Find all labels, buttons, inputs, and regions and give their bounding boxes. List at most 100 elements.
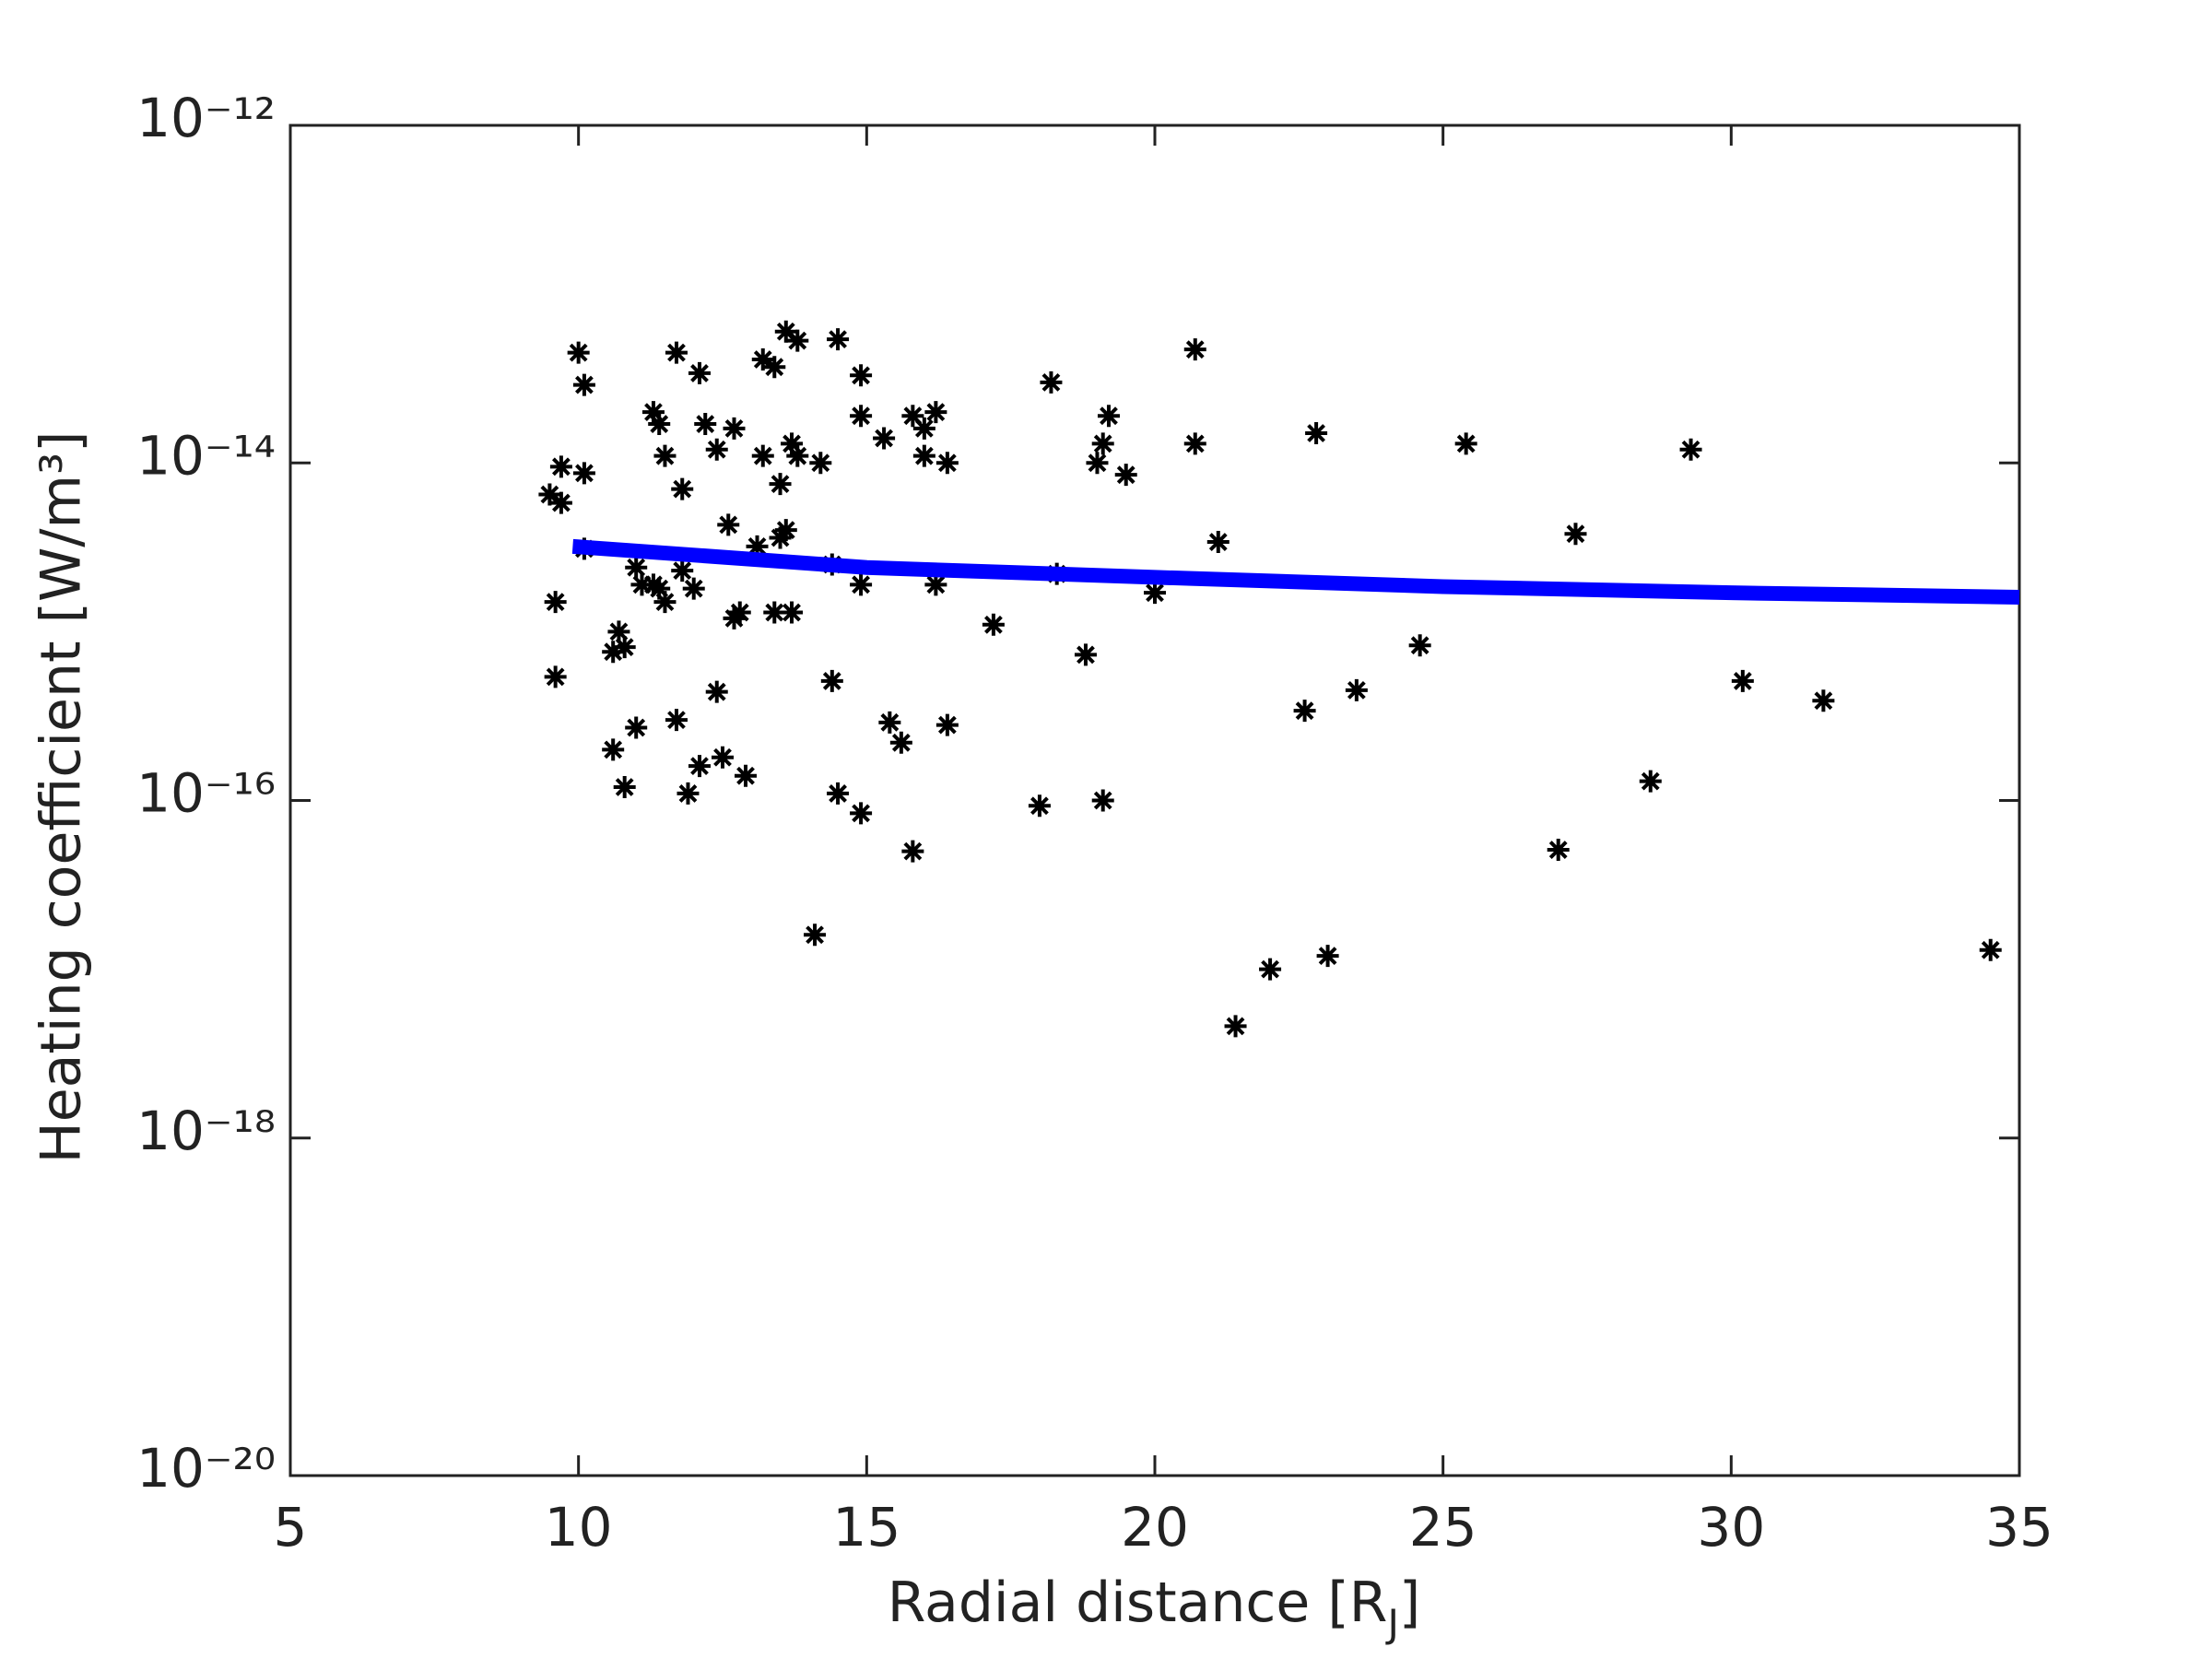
asterisk-marker: [1731, 669, 1754, 692]
asterisk-marker: [1074, 643, 1097, 666]
asterisk-marker: [878, 711, 901, 734]
asterisk-marker: [1679, 438, 1702, 461]
asterisk-marker: [1183, 338, 1206, 361]
asterisk-marker: [781, 432, 804, 455]
asterisk-marker: [924, 573, 947, 596]
asterisk-marker: [901, 840, 924, 863]
x-tick-label: 10: [545, 1496, 613, 1559]
asterisk-marker: [717, 513, 740, 536]
x-axis-label-end: ]: [1399, 1571, 1420, 1635]
asterisk-marker: [1040, 371, 1063, 394]
x-tick-label: 5: [274, 1496, 308, 1559]
asterisk-marker: [1454, 432, 1477, 455]
asterisk-marker: [1564, 523, 1587, 546]
asterisk-marker: [850, 405, 873, 428]
asterisk-marker: [889, 731, 912, 754]
asterisk-marker: [1305, 422, 1328, 445]
asterisk-marker: [694, 413, 717, 436]
asterisk-marker: [613, 776, 636, 798]
asterisk-marker: [827, 782, 850, 805]
asterisk-marker: [671, 559, 694, 582]
asterisk-marker: [688, 755, 711, 778]
asterisk-marker: [728, 601, 751, 624]
asterisk-marker: [567, 341, 590, 364]
asterisk-marker: [1345, 678, 1368, 701]
asterisk-marker: [786, 329, 809, 352]
asterisk-marker: [873, 427, 896, 450]
asterisk-marker: [688, 361, 711, 384]
asterisk-marker: [1097, 405, 1120, 428]
asterisk-marker: [544, 591, 567, 614]
asterisk-marker: [786, 444, 809, 467]
asterisk-marker: [763, 601, 786, 624]
x-tick-label: 30: [1697, 1496, 1765, 1559]
x-tick-label: 15: [832, 1496, 900, 1559]
asterisk-marker: [1206, 531, 1230, 554]
asterisk-marker: [924, 401, 947, 424]
asterisk-marker: [682, 577, 705, 600]
asterisk-marker: [1114, 464, 1137, 487]
x-axis-label-main: Radial distance [R: [888, 1571, 1388, 1635]
asterisk-marker: [549, 455, 572, 478]
asterisk-marker: [820, 669, 843, 692]
x-tick-label: 35: [1985, 1496, 2053, 1559]
y-tick-label: 10⁻²⁰: [136, 1437, 276, 1500]
asterisk-marker: [648, 577, 671, 600]
asterisk-marker: [607, 620, 630, 643]
asterisk-marker: [712, 746, 734, 769]
asterisk-marker: [625, 556, 648, 579]
asterisk-marker: [538, 483, 561, 506]
x-axis-label: Radial distance [RJ]: [888, 1571, 1421, 1646]
asterisk-marker: [1144, 582, 1166, 605]
asterisk-marker: [653, 591, 677, 614]
asterisk-marker: [935, 713, 959, 736]
y-tick-label: 10⁻¹⁶: [136, 762, 276, 825]
asterisk-marker: [850, 802, 873, 825]
asterisk-marker: [751, 348, 774, 371]
asterisk-marker: [572, 462, 595, 485]
asterisk-marker: [665, 341, 688, 364]
fit-line: [571, 538, 2020, 605]
asterisk-marker: [1316, 945, 1339, 968]
asterisk-marker: [850, 364, 873, 387]
asterisk-marker: [1091, 432, 1114, 455]
asterisk-marker: [774, 519, 797, 542]
asterisk-marker: [549, 491, 572, 514]
asterisk-marker: [705, 438, 728, 461]
asterisk-marker: [774, 320, 797, 343]
asterisk-marker: [827, 328, 850, 351]
asterisk-marker: [850, 573, 873, 596]
asterisk-marker: [1028, 794, 1051, 818]
asterisk-marker: [1639, 770, 1662, 793]
asterisk-marker: [653, 444, 677, 467]
asterisk-marker: [1224, 1015, 1247, 1038]
asterisk-marker: [677, 782, 700, 805]
asterisk-marker: [769, 473, 792, 496]
asterisk-marker: [671, 477, 694, 500]
asterisk-marker: [625, 716, 648, 739]
asterisk-marker: [665, 709, 688, 732]
asterisk-marker: [648, 413, 671, 436]
asterisk-marker: [1979, 938, 2002, 961]
asterisk-marker: [763, 356, 786, 379]
asterisk-marker: [982, 613, 1005, 636]
asterisk-marker: [746, 535, 769, 558]
asterisk-marker: [602, 738, 625, 761]
asterisk-marker: [901, 405, 924, 428]
x-tick-label: 25: [1409, 1496, 1477, 1559]
asterisk-marker: [630, 573, 653, 596]
asterisk-marker: [1183, 432, 1206, 455]
plot-frame: [288, 124, 2021, 1477]
asterisk-marker: [1293, 700, 1316, 723]
y-tick-label: 10⁻¹²: [136, 87, 276, 149]
asterisk-marker: [602, 641, 625, 664]
asterisk-marker: [804, 924, 827, 947]
asterisk-marker: [809, 452, 832, 475]
asterisk-marker: [1086, 452, 1109, 475]
x-tick-label: 20: [1121, 1496, 1189, 1559]
asterisk-marker: [572, 373, 595, 396]
y-tick-label: 10⁻¹⁸: [136, 1100, 276, 1162]
